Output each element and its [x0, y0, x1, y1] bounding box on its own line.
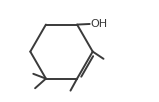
- Text: OH: OH: [90, 19, 107, 29]
